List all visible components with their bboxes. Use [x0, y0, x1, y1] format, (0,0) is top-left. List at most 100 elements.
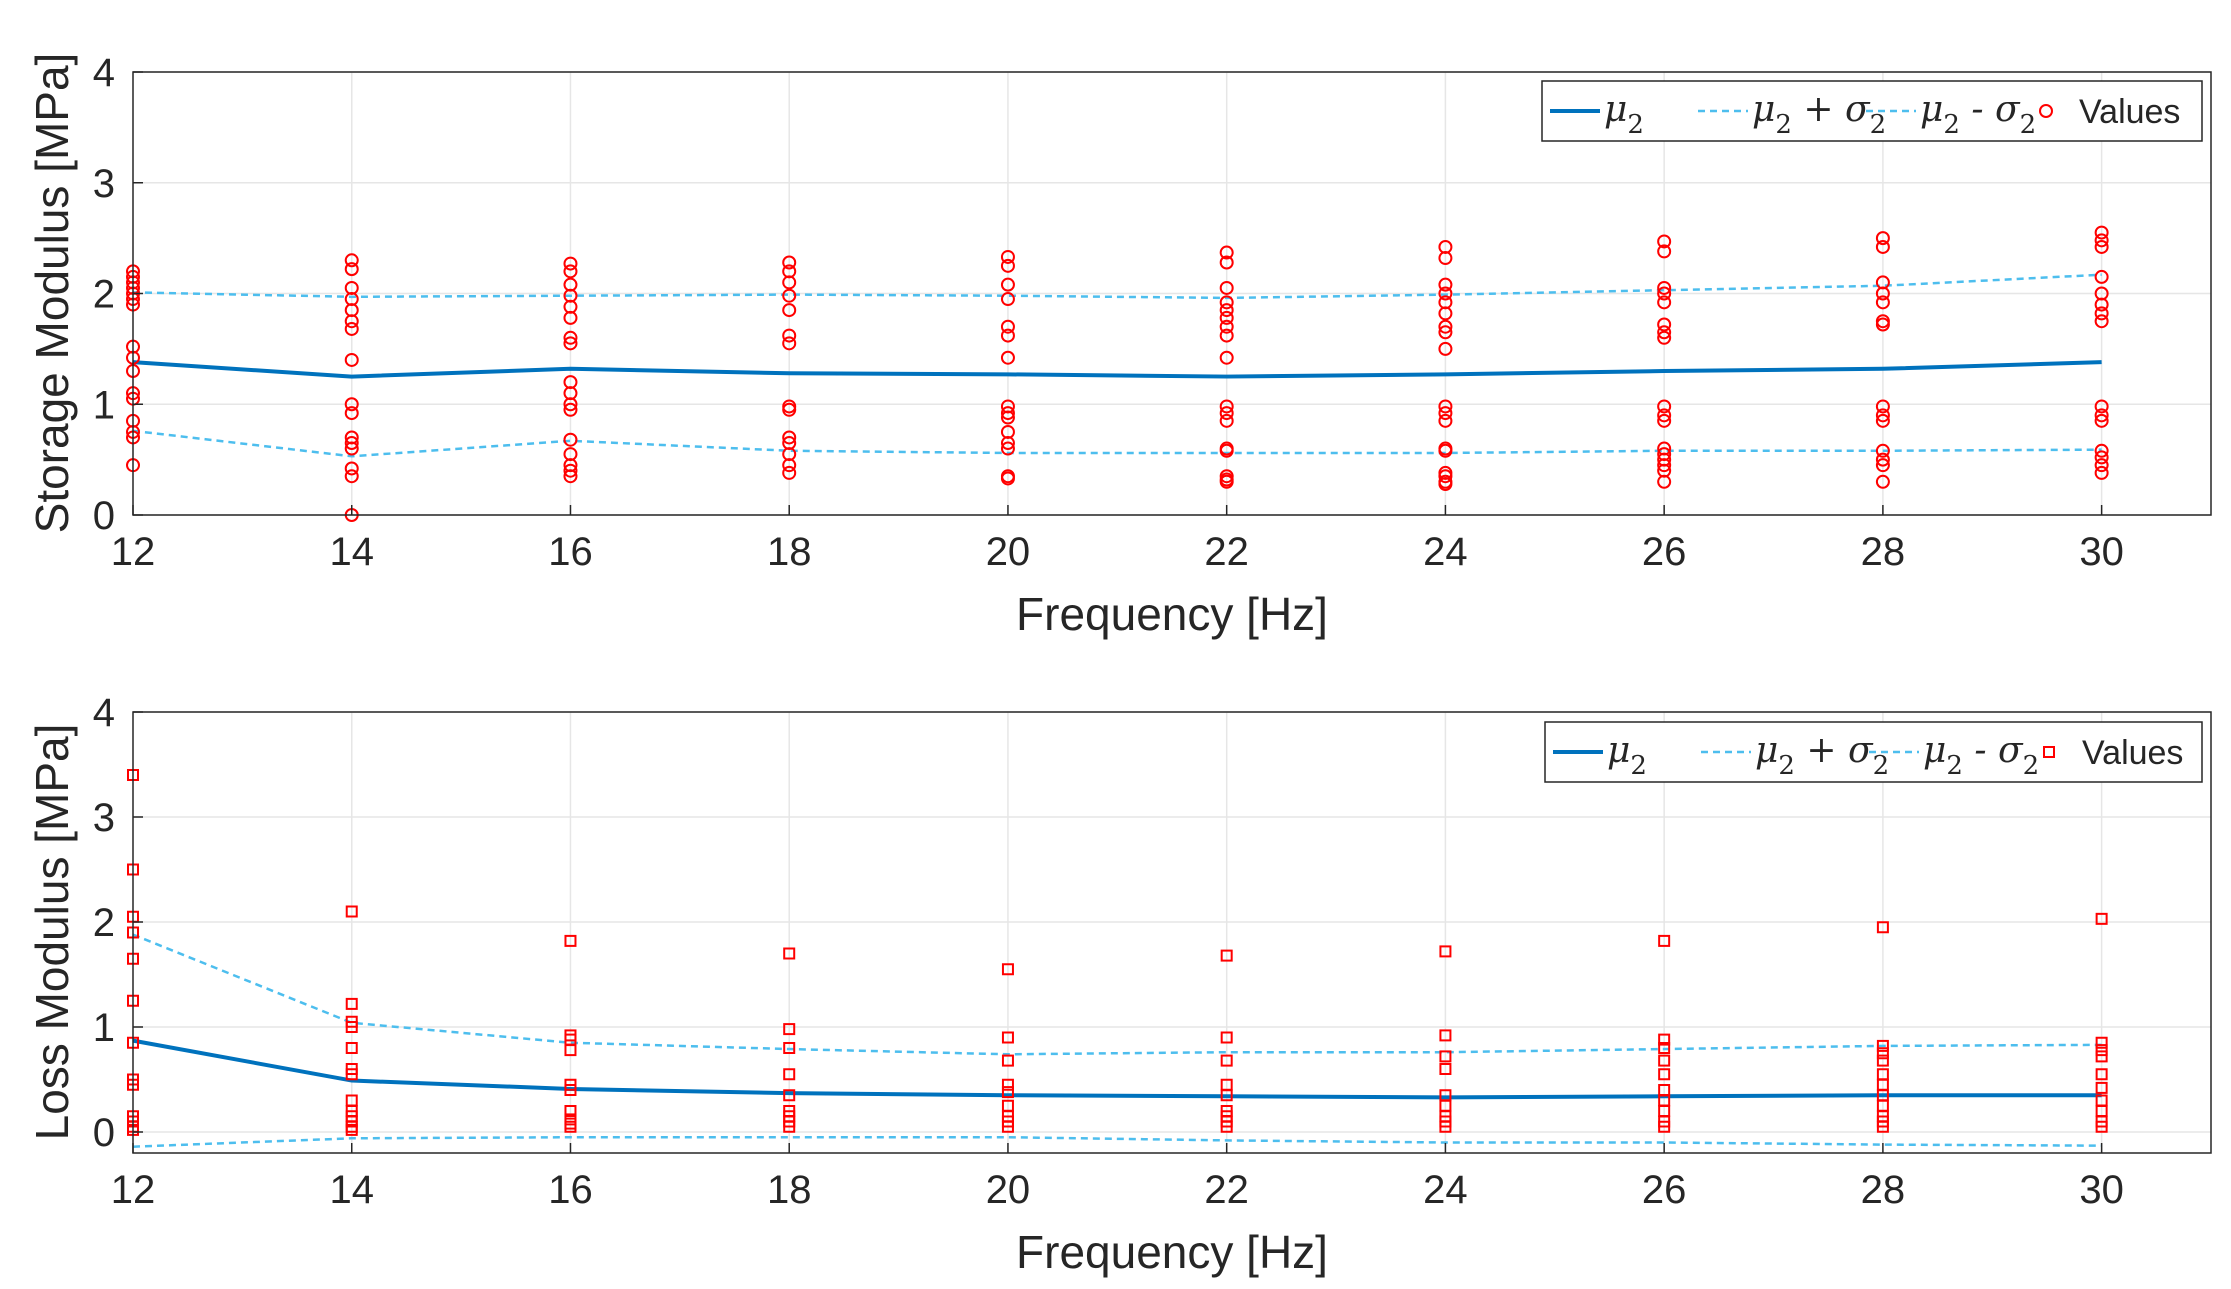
storage-value-point [1875, 286, 1890, 301]
loss-value-point [564, 934, 577, 947]
storage-value-point [1657, 317, 1672, 332]
storage-value-point [2094, 443, 2109, 458]
loss-value-point [1876, 1039, 1889, 1052]
loss-value-point [345, 1123, 358, 1136]
loss-value-point [1876, 1120, 1889, 1133]
loss-value-point [564, 1084, 577, 1096]
storage-value-point [563, 432, 578, 447]
storage-value-point [1438, 399, 1453, 414]
storage-value-point [1875, 239, 1890, 254]
loss-x-tick-label: 22 [1204, 1168, 1249, 1212]
storage-value-point [2094, 450, 2109, 465]
loss-value-point [783, 1089, 796, 1102]
loss-value-point [1658, 1042, 1671, 1054]
storage-value-point [563, 463, 578, 478]
storage-value-point [1875, 231, 1890, 246]
storage-value-point [2094, 458, 2109, 473]
loss-value-point [1220, 1089, 1233, 1102]
storage-value-point [1438, 286, 1453, 301]
loss-value-point [1439, 945, 1452, 958]
storage-value-point [1438, 469, 1453, 484]
storage-value-point [782, 458, 797, 473]
loss-value-point [1876, 1054, 1889, 1067]
loss-value-point [564, 1105, 577, 1117]
loss-std-bands [132, 933, 2102, 1148]
loss-value-point [345, 905, 358, 918]
storage-value-point [563, 330, 578, 345]
storage-legend-marker-values [2039, 104, 2053, 118]
loss-value-point [2095, 1120, 2108, 1133]
storage-value-point [1875, 408, 1890, 423]
storage-value-point [1657, 474, 1672, 489]
loss-y-tick-label: 1 [93, 1006, 115, 1050]
storage-value-point [1219, 328, 1234, 343]
storage-y-tick-label: 0 [93, 494, 115, 538]
loss-x-axis-label: Frequency [Hz] [1016, 1226, 1328, 1278]
loss-value-point [1876, 1047, 1889, 1060]
storage-legend-label-values: Values [2079, 93, 2180, 131]
loss-y-axis-label: Loss Modulus [MPa] [26, 724, 78, 1141]
storage-value-point [1875, 413, 1890, 428]
storage-value-point [1219, 295, 1234, 310]
storage-value-point [1657, 458, 1672, 473]
storage-legend-label-mean: μ2 [1604, 89, 1644, 140]
storage-value-point [1000, 441, 1015, 456]
loss-x-tick-label: 12 [111, 1168, 156, 1212]
storage-value-point [1219, 280, 1234, 295]
loss-value-point [1439, 1050, 1452, 1063]
storage-value-point [2094, 269, 2109, 284]
loss-value-point [783, 1023, 796, 1036]
loss-legend-entry-mean: μ2 [1553, 730, 1647, 781]
loss-value-point [1001, 1120, 1014, 1133]
loss-y-tick-label: 0 [93, 1111, 115, 1155]
loss-value-point [1658, 1120, 1671, 1133]
storage-value-point [1000, 471, 1015, 486]
storage-value-point [1000, 350, 1015, 365]
storage-value-point [2094, 399, 2109, 414]
storage-value-point [344, 262, 359, 277]
storage-value-point [782, 303, 797, 318]
loss-value-point [1001, 1086, 1014, 1099]
storage-value-point [2094, 239, 2109, 254]
storage-value-point [1438, 406, 1453, 421]
storage-value-point [1438, 413, 1453, 428]
storage-value-point [1000, 277, 1015, 292]
loss-legend-label-values: Values [2082, 734, 2183, 772]
storage-value-point [1219, 303, 1234, 318]
storage-x-tick-label: 26 [1642, 530, 1687, 574]
storage-value-point [1657, 408, 1672, 423]
storage-x-tick-label: 18 [767, 530, 812, 574]
storage-legend-label-plus: μ2 + σ2 [1752, 89, 1886, 140]
loss-value-point [564, 1120, 577, 1133]
storage-value-point [1875, 295, 1890, 310]
loss-legend-entry-points: Values [2043, 734, 2183, 772]
storage-value-point [1219, 245, 1234, 260]
storage-value-point [1219, 474, 1234, 489]
storage-mean-line [132, 360, 2102, 379]
loss-legend-label-plus: μ2 + σ2 [1755, 730, 1889, 781]
storage-value-point [2094, 413, 2109, 428]
loss-y-tick-label: 2 [93, 901, 115, 945]
storage-value-point [1438, 319, 1453, 334]
storage-value-point [1657, 280, 1672, 295]
storage-y-tick-label: 4 [93, 51, 115, 95]
loss-value-point [783, 947, 796, 960]
loss-legend-label-minus: μ2 - σ2 [1923, 730, 2039, 781]
storage-value-point [2094, 465, 2109, 480]
storage-x-tick-label: 24 [1423, 530, 1468, 574]
loss-x-tick-label: 26 [1642, 1168, 1687, 1212]
storage-x-tick-label: 28 [1861, 530, 1906, 574]
loss-value-point [1220, 1054, 1233, 1067]
loss-value-point [345, 1068, 358, 1081]
storage-value-point [1657, 330, 1672, 345]
storage-value-point [563, 310, 578, 325]
loss-value-point [783, 1042, 796, 1054]
storage-value-point [1219, 443, 1234, 458]
storage-value-point [1438, 341, 1453, 356]
storage-value-point [2094, 314, 2109, 329]
storage-value-point [344, 441, 359, 456]
loss-x-tick-label: 14 [329, 1168, 374, 1212]
storage-value-point [344, 397, 359, 412]
storage-value-point [782, 430, 797, 445]
